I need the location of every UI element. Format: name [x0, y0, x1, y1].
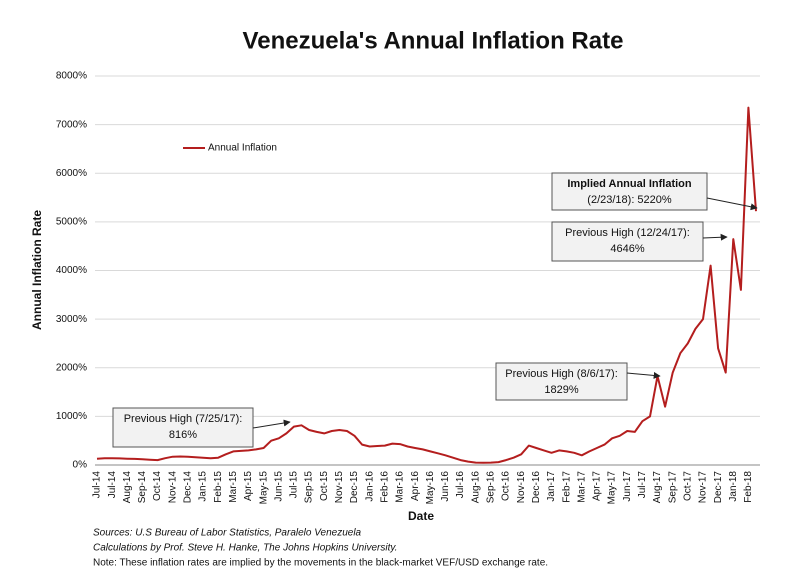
- x-tick-label: Jul-14: [107, 471, 118, 499]
- x-tick-label: Dec-15: [349, 471, 360, 504]
- x-tick-label: Aug-16: [470, 471, 481, 504]
- x-tick-label: Oct-16: [501, 471, 512, 501]
- x-tick-label: Sep-17: [667, 471, 678, 504]
- x-tick-label: Oct-14: [152, 471, 163, 501]
- x-tick-label: Nov-14: [167, 471, 178, 504]
- x-tick-label: Sep-14: [137, 471, 148, 504]
- x-tick-label: Dec-16: [531, 471, 542, 504]
- x-tick-label: Jul-16: [455, 471, 466, 499]
- y-tick-label: 6000%: [56, 168, 87, 179]
- x-tick-label: Jan-17: [546, 471, 557, 502]
- x-tick-label: Aug-14: [122, 471, 133, 504]
- x-tick-label: Aug-17: [652, 471, 663, 504]
- calc-note: Calculations by Prof. Steve H. Hanke, Th…: [93, 543, 397, 554]
- x-tick-label: Jun-15: [273, 471, 284, 502]
- y-tick-label: 2000%: [56, 362, 87, 373]
- y-tick-label: 8000%: [56, 71, 87, 82]
- annotation-box: [551, 172, 708, 211]
- x-tick-label: Mar-17: [576, 471, 587, 503]
- annotation-arrow: [706, 197, 758, 211]
- x-tick-label: Sep-16: [486, 471, 497, 504]
- y-tick-label: 1000%: [56, 411, 87, 422]
- annotation-box: [551, 221, 704, 262]
- x-tick-label: Jun-17: [622, 471, 633, 502]
- x-tick-label: Mar-16: [395, 471, 406, 503]
- x-tick-label: Apr-17: [592, 471, 603, 501]
- annotation-text: 1829%: [544, 384, 578, 396]
- x-tick-label: Oct-15: [319, 471, 330, 501]
- annotation-box: [112, 407, 254, 448]
- line-series: [96, 106, 757, 464]
- annotation-arrow: [626, 371, 661, 379]
- x-tick-label: Jul-14: [92, 471, 103, 499]
- y-tick-label: 3000%: [56, 314, 87, 325]
- x-tick-label: Dec-17: [713, 471, 724, 504]
- x-tick-label: Jul-15: [289, 471, 300, 499]
- x-tick-label: Apr-16: [410, 471, 421, 501]
- annotation-text: 4646%: [610, 243, 644, 255]
- y-axis-label: Annual Inflation Rate: [30, 210, 44, 330]
- x-tick-label: May-15: [258, 471, 269, 505]
- annotation-box: [495, 362, 628, 401]
- x-tick-label: Nov-17: [698, 471, 709, 504]
- x-tick-label: Nov-15: [334, 471, 345, 504]
- x-tick-label: Apr-15: [243, 471, 254, 501]
- y-tick-label: 7000%: [56, 119, 87, 130]
- annotation-text: 816%: [169, 429, 197, 441]
- annotation-arrow: [252, 419, 291, 429]
- annotation-arrow: [702, 233, 728, 241]
- source-note: Sources: U.S Bureau of Labor Statistics,…: [93, 528, 362, 539]
- x-tick-label: Dec-14: [183, 471, 194, 504]
- x-tick-label: May-16: [425, 471, 436, 505]
- x-tick-label: Mar-15: [228, 471, 239, 503]
- note: Note: These inflation rates are implied …: [93, 558, 548, 569]
- x-tick-label: Feb-17: [561, 471, 572, 503]
- annotation-text: Previous High (7/25/17):: [124, 413, 243, 425]
- annotation-text: Implied Annual Inflation: [567, 178, 692, 190]
- x-tick-label: Sep-15: [304, 471, 315, 504]
- x-tick-label: Jul-17: [637, 471, 648, 499]
- chart-title: Venezuela's Annual Inflation Rate: [243, 27, 624, 54]
- x-tick-label: Nov-16: [516, 471, 527, 504]
- x-tick-label: Oct-17: [682, 471, 693, 501]
- x-tick-label: Jun-16: [440, 471, 451, 502]
- annotation-text: (2/23/18): 5220%: [587, 194, 672, 206]
- x-tick-label: Jan-15: [198, 471, 209, 502]
- y-tick-label: 4000%: [56, 265, 87, 276]
- x-tick-label: May-17: [607, 471, 618, 505]
- x-tick-label: Jan-18: [728, 471, 739, 502]
- annotation-text: Previous High (8/6/17):: [505, 368, 618, 380]
- y-tick-label: 5000%: [56, 217, 87, 228]
- x-tick-label: Jan-16: [364, 471, 375, 502]
- x-tick-label: Feb-15: [213, 471, 224, 503]
- legend-label: Annual Inflation: [208, 143, 277, 154]
- annotation-text: Previous High (12/24/17):: [565, 227, 690, 239]
- y-tick-label: 0%: [73, 460, 88, 471]
- x-tick-label: Feb-18: [743, 471, 754, 503]
- x-tick-label: Feb-16: [379, 471, 390, 503]
- x-axis-label: Date: [408, 509, 434, 523]
